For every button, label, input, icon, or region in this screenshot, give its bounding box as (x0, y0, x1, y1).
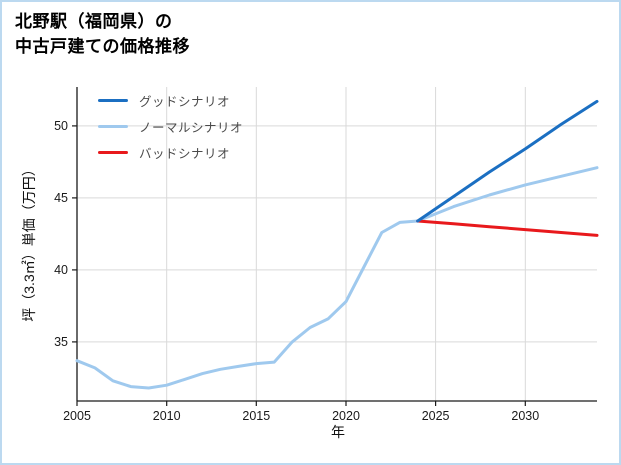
y-tick-label: 50 (54, 119, 68, 133)
legend-swatch-bad-scenario (98, 151, 128, 154)
series-line-normal-scenario (75, 166, 599, 390)
chart-title-line1: 北野駅（福岡県）の (15, 12, 173, 31)
series-line-bad-scenario (416, 219, 599, 237)
legend-item-normal-scenario: ノーマルシナリオ (98, 118, 243, 135)
x-tick-label: 2010 (153, 409, 181, 423)
y-tick-label: 45 (54, 191, 68, 205)
chart-title: 北野駅（福岡県）の 中古戸建ての価格推移 (15, 10, 190, 59)
x-tick-label: 2005 (63, 409, 91, 423)
chart-title-line2: 中古戸建ての価格推移 (15, 36, 190, 56)
legend-label-normal-scenario: ノーマルシナリオ (139, 121, 244, 135)
x-axis-label: 年 (331, 424, 345, 440)
x-tick-label: 2015 (242, 409, 270, 423)
y-axis-label: 坪（3.3㎡）単価（万円） (21, 162, 37, 322)
x-tick-label: 2030 (511, 409, 539, 423)
legend-label-good-scenario: グッドシナリオ (139, 95, 231, 109)
legend-item-good-scenario: グッドシナリオ (98, 92, 243, 109)
x-tick-label: 2025 (422, 409, 450, 423)
legend-item-bad-scenario: バッドシナリオ (98, 144, 243, 161)
legend-swatch-good-scenario (98, 99, 128, 102)
legend-swatch-normal-scenario (98, 125, 128, 128)
y-tick-label: 35 (54, 335, 68, 349)
legend: グッドシナリオ ノーマルシナリオ バッドシナリオ (98, 92, 243, 161)
y-tick-label: 40 (54, 263, 68, 277)
series-line-good-scenario (416, 99, 599, 223)
legend-label-bad-scenario: バッドシナリオ (139, 147, 231, 161)
x-tick-label: 2020 (332, 409, 360, 423)
